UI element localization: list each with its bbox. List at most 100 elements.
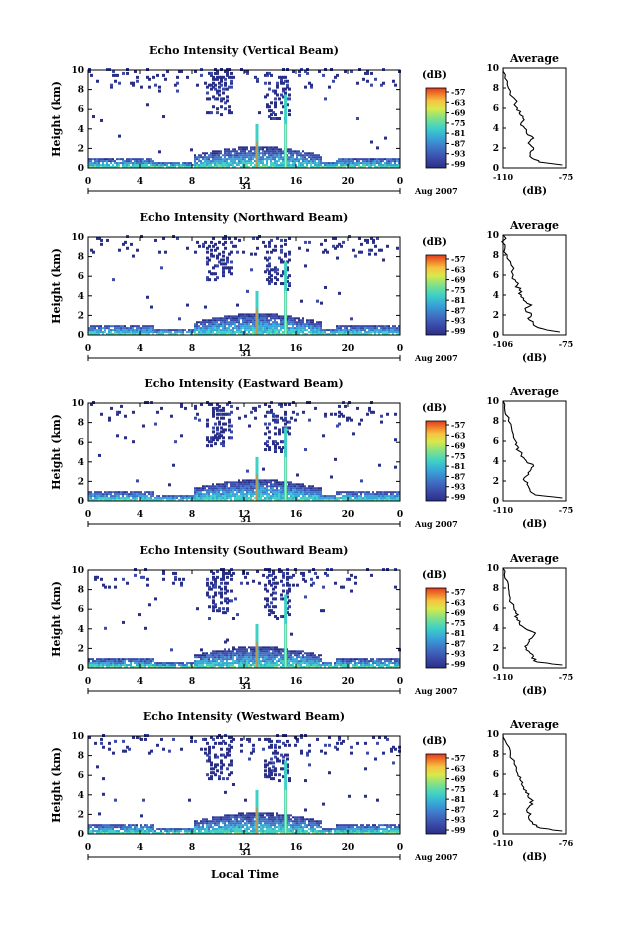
average-y-tick-label: 10 bbox=[486, 564, 499, 574]
x-tick-label: 8 bbox=[189, 177, 195, 187]
average-y-tick-label: 6 bbox=[493, 770, 499, 780]
heatmap-cells bbox=[88, 734, 401, 834]
heatmap-cells bbox=[88, 68, 401, 168]
x-tick-label: 4 bbox=[137, 177, 143, 187]
average-x-label: (dB) bbox=[522, 686, 547, 697]
average-frame bbox=[502, 567, 567, 669]
average-y-tick-label: 0 bbox=[493, 664, 499, 674]
y-tick-label: 10 bbox=[71, 233, 84, 243]
month-label: Aug 2007 bbox=[414, 686, 458, 696]
average-y-tick-label: 2 bbox=[493, 477, 499, 487]
colorbar bbox=[425, 254, 447, 336]
average-x-label: (dB) bbox=[522, 852, 547, 863]
average-y-tick-label: 8 bbox=[493, 750, 499, 760]
panel-3: Echo Intensity (Eastward Beam) Height (km… bbox=[50, 377, 573, 530]
y-tick-label: 0 bbox=[78, 830, 84, 840]
y-tick-label: 8 bbox=[78, 586, 84, 596]
echo-spike-core bbox=[256, 474, 258, 501]
y-tick-label: 8 bbox=[78, 86, 84, 96]
x-tick-label: 0 bbox=[397, 344, 403, 354]
panel-title: Echo Intensity (Eastward Beam) bbox=[144, 377, 343, 390]
average-y-tick-label: 2 bbox=[493, 144, 499, 154]
average-y-tick-label: 2 bbox=[493, 810, 499, 820]
y-tick-label: 2 bbox=[78, 311, 84, 321]
colorbar-tick-label: -87 bbox=[451, 138, 465, 148]
average-title: Average bbox=[509, 718, 559, 731]
average-profile-line bbox=[502, 400, 563, 499]
average-profile-line bbox=[502, 67, 563, 166]
y-tick-label: 6 bbox=[78, 771, 84, 781]
colorbar-tick-label: -81 bbox=[451, 461, 465, 471]
panel-4: Echo Intensity (Southward Beam) Height (k… bbox=[50, 544, 573, 697]
colorbar-tick-label: -57 bbox=[451, 87, 465, 97]
x-tick-label: 0 bbox=[397, 843, 403, 853]
y-axis-label: Height (km) bbox=[50, 81, 63, 157]
y-tick-label: 4 bbox=[78, 791, 84, 801]
y-tick-label: 0 bbox=[78, 164, 84, 174]
x-tick-label: 16 bbox=[290, 843, 303, 853]
day-label: 31 bbox=[240, 681, 251, 691]
average-y-tick-label: 6 bbox=[493, 437, 499, 447]
y-tick-label: 8 bbox=[78, 253, 84, 263]
y-tick-label: 8 bbox=[78, 752, 84, 762]
echo-spike-core bbox=[256, 141, 258, 168]
x-tick-label: 8 bbox=[189, 843, 195, 853]
x-tick-label: 0 bbox=[397, 177, 403, 187]
colorbar-tick-label: -75 bbox=[451, 618, 465, 628]
day-label: 31 bbox=[240, 181, 251, 191]
average-title: Average bbox=[509, 52, 559, 65]
average-title: Average bbox=[509, 552, 559, 565]
y-tick-label: 10 bbox=[71, 66, 84, 76]
average-y-tick-label: 4 bbox=[493, 457, 499, 467]
colorbar-unit: (dB) bbox=[422, 70, 447, 81]
average-y-tick-label: 0 bbox=[493, 497, 499, 507]
average-x-tick-label: -75 bbox=[559, 339, 573, 349]
echo-spike-core bbox=[256, 308, 258, 335]
colorbar-tick-label: -69 bbox=[451, 774, 466, 784]
average-x-label: (dB) bbox=[522, 186, 547, 197]
month-label: Aug 2007 bbox=[414, 852, 458, 862]
month-label: Aug 2007 bbox=[414, 186, 458, 196]
colorbar-tick-label: -93 bbox=[451, 149, 466, 159]
y-tick-label: 0 bbox=[78, 664, 84, 674]
average-profile-line bbox=[502, 733, 563, 832]
heatmap-cells bbox=[88, 235, 400, 335]
y-tick-label: 4 bbox=[78, 625, 84, 635]
y-axis-label: Height (km) bbox=[50, 414, 63, 490]
x-tick-label: 16 bbox=[290, 177, 303, 187]
colorbar-tick-label: -81 bbox=[451, 128, 465, 138]
colorbar-tick-label: -75 bbox=[451, 118, 465, 128]
x-tick-label: 16 bbox=[290, 344, 303, 354]
y-tick-label: 4 bbox=[78, 292, 84, 302]
x-tick-label: 12 bbox=[238, 177, 251, 187]
average-y-tick-label: 2 bbox=[493, 644, 499, 654]
average-x-tick-label: -110 bbox=[493, 172, 513, 182]
x-tick-label: 0 bbox=[85, 344, 91, 354]
x-tick-label: 16 bbox=[290, 510, 303, 520]
colorbar bbox=[425, 753, 447, 835]
y-tick-label: 10 bbox=[71, 399, 84, 409]
average-x-tick-label: -110 bbox=[493, 672, 513, 682]
x-tick-label: 20 bbox=[342, 843, 355, 853]
colorbar-tick-label: -69 bbox=[451, 441, 466, 451]
average-y-tick-label: 10 bbox=[486, 397, 499, 407]
panel-title: Echo Intensity (Westward Beam) bbox=[143, 710, 345, 723]
y-tick-label: 4 bbox=[78, 125, 84, 135]
colorbar-tick-label: -63 bbox=[451, 430, 466, 440]
x-tick-label: 12 bbox=[238, 510, 251, 520]
colorbar-tick-label: -87 bbox=[451, 471, 465, 481]
panel-title: Echo Intensity (Northward Beam) bbox=[140, 211, 349, 224]
x-tick-label: 20 bbox=[342, 677, 355, 687]
y-tick-label: 4 bbox=[78, 458, 84, 468]
colorbar-tick-label: -87 bbox=[451, 638, 465, 648]
x-tick-label: 0 bbox=[85, 843, 91, 853]
average-profile-line bbox=[501, 234, 560, 333]
average-y-tick-label: 0 bbox=[493, 331, 499, 341]
colorbar-tick-label: -63 bbox=[451, 763, 466, 773]
average-x-tick-label: -76 bbox=[559, 838, 574, 848]
day-label: 31 bbox=[240, 847, 251, 857]
colorbar-tick-label: -57 bbox=[451, 753, 465, 763]
y-axis-label: Height (km) bbox=[50, 747, 63, 823]
x-tick-label: 4 bbox=[137, 677, 143, 687]
average-title: Average bbox=[509, 219, 559, 232]
